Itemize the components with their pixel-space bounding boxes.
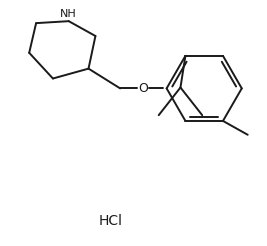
Text: O: O	[138, 82, 148, 95]
Text: NH: NH	[60, 9, 77, 19]
Text: HCl: HCl	[98, 214, 122, 228]
